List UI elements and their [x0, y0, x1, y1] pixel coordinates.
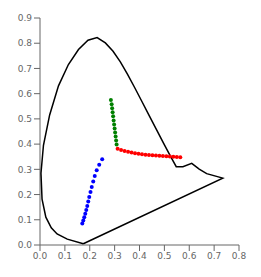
svg-text:0.2: 0.2 — [18, 190, 32, 200]
svg-text:0.1: 0.1 — [18, 215, 32, 225]
svg-text:0.8: 0.8 — [18, 38, 33, 48]
svg-text:0.7: 0.7 — [207, 251, 221, 261]
svg-text:0.8: 0.8 — [232, 251, 247, 261]
svg-text:0.1: 0.1 — [58, 251, 72, 261]
svg-text:0.0: 0.0 — [33, 251, 48, 261]
svg-text:0.3: 0.3 — [107, 251, 121, 261]
svg-text:0.7: 0.7 — [18, 64, 32, 74]
svg-text:0.4: 0.4 — [132, 251, 147, 261]
svg-text:0.5: 0.5 — [157, 251, 171, 261]
svg-text:0.0: 0.0 — [18, 240, 33, 250]
svg-text:0.5: 0.5 — [18, 114, 32, 124]
svg-text:0.2: 0.2 — [83, 251, 97, 261]
svg-text:0.3: 0.3 — [18, 165, 32, 175]
svg-text:0.9: 0.9 — [18, 13, 33, 23]
svg-text:0.4: 0.4 — [18, 139, 33, 149]
svg-text:0.6: 0.6 — [182, 251, 197, 261]
svg-text:0.6: 0.6 — [18, 89, 33, 99]
